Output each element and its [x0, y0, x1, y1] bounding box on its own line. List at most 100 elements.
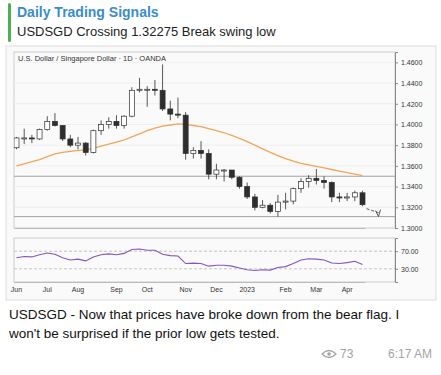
candle-body: [268, 205, 273, 211]
candle-body: [83, 143, 88, 152]
candle-wick: [316, 169, 317, 185]
candle-body: [229, 170, 234, 177]
y-tick: 1.3000: [395, 225, 423, 232]
candle-body: [152, 89, 157, 90]
y-tick-mark: [395, 207, 398, 208]
candle-body: [168, 109, 173, 114]
y-tick-label: 1.3400: [401, 183, 423, 190]
plot-frame: [14, 52, 395, 228]
candle-body: [183, 115, 188, 153]
y-tick: 1.4400: [395, 80, 423, 87]
candle-body: [291, 189, 296, 201]
candle-body: [314, 178, 319, 180]
candle-body: [114, 121, 119, 125]
post-time: 6:17 AM: [388, 347, 432, 361]
moving-average-line: [16, 124, 362, 176]
candle-body: [137, 89, 142, 90]
y-tick-mark: [395, 187, 398, 188]
y-tick-label: 1.4200: [401, 101, 423, 108]
candle-body: [37, 130, 42, 139]
candle-body: [60, 126, 65, 139]
y-tick: 1.3400: [395, 183, 423, 190]
y-tick: 1.3600: [395, 163, 423, 170]
candle-body: [191, 150, 196, 153]
x-tick-label: Feb: [280, 286, 292, 293]
candle-body: [345, 197, 350, 198]
x-tick: Sep: [110, 282, 123, 294]
x-tick-label: Jun: [11, 286, 22, 293]
candle-body: [275, 202, 280, 211]
candle-body: [22, 138, 27, 139]
y-tick-mark: [395, 124, 398, 125]
grid-line: [14, 186, 395, 187]
candle-body: [99, 124, 104, 130]
rsi-y-axis: 30.00 70.00: [395, 239, 419, 283]
x-axis: JunJulAugSepOctNovDec2023FebMarApr: [11, 282, 366, 294]
candle-body: [298, 181, 303, 188]
candle-body: [122, 116, 127, 125]
x-tick-label: Mar: [310, 286, 323, 293]
candle-body: [45, 121, 50, 129]
x-tick: Dec: [210, 282, 223, 293]
y-tick-mark: [395, 62, 398, 63]
rsi-grid-line: [14, 251, 395, 252]
x-tick: Jun: [11, 282, 22, 293]
views-icon-pupil: [327, 352, 331, 356]
y-tick-label: 1.4000: [401, 121, 423, 128]
grid-line: [14, 228, 395, 229]
x-tick: Jul: [43, 282, 52, 293]
candle-body: [160, 90, 165, 109]
candle-body: [252, 197, 257, 207]
y-tick-mark: [395, 83, 398, 84]
grid-line: [14, 207, 395, 208]
grid-line: [14, 124, 395, 125]
candle-body: [199, 150, 204, 153]
rsi-line: [16, 249, 362, 271]
candle-body: [91, 131, 96, 153]
candle-wick: [24, 129, 25, 145]
caption-line: USDSGD - Now that prices have broke down…: [9, 307, 399, 322]
caption-line: won't be surprised if the prior low gets…: [8, 326, 279, 341]
rsi-y-tick-mark: [395, 269, 398, 270]
x-tick-label: Dec: [210, 286, 223, 293]
candle-body: [322, 180, 327, 182]
level-line: [14, 176, 395, 177]
grid-line: [14, 103, 395, 104]
x-tick: Feb: [280, 282, 292, 293]
x-tick: Nov: [179, 282, 192, 293]
y-tick-label: 1.4600: [401, 59, 423, 66]
x-tick: Apr: [342, 282, 354, 294]
y-tick: 1.3800: [395, 142, 423, 149]
x-tick-label: Aug: [72, 286, 85, 294]
candle-body: [129, 90, 134, 116]
candle-body: [68, 139, 73, 145]
grid-line: [14, 165, 395, 166]
y-axis: 1.30001.32001.34001.36001.38001.40001.42…: [395, 53, 423, 232]
chart-background: [6, 46, 436, 300]
candle-body: [329, 182, 334, 196]
candle-body: [145, 89, 150, 90]
rsi-y-tick-label: 30.00: [401, 266, 419, 273]
channel-bar: [8, 3, 11, 42]
x-tick-label: 2023: [239, 286, 255, 293]
grid-line: [14, 83, 395, 84]
candle-body: [283, 201, 288, 202]
y-tick-mark: [395, 166, 398, 167]
rsi-y-tick: 70.00: [395, 248, 419, 255]
headline: USDSGD Crossing 1.32275 Break swing low: [17, 24, 276, 39]
candle-body: [106, 121, 111, 124]
rsi-y-tick-mark: [395, 251, 398, 252]
views-count: 73: [340, 347, 354, 361]
y-tick-mark: [395, 228, 398, 229]
candle-body: [175, 114, 180, 115]
x-axis-line: [15, 282, 366, 283]
candle-body: [52, 121, 57, 125]
plot-area: [14, 64, 395, 216]
candle-body: [237, 177, 242, 186]
candle-body: [360, 193, 365, 205]
candle-body: [306, 178, 311, 181]
candle-body: [206, 153, 211, 174]
candle-body: [337, 197, 342, 198]
x-tick: 2023: [239, 282, 255, 293]
x-tick: Mar: [310, 282, 323, 293]
